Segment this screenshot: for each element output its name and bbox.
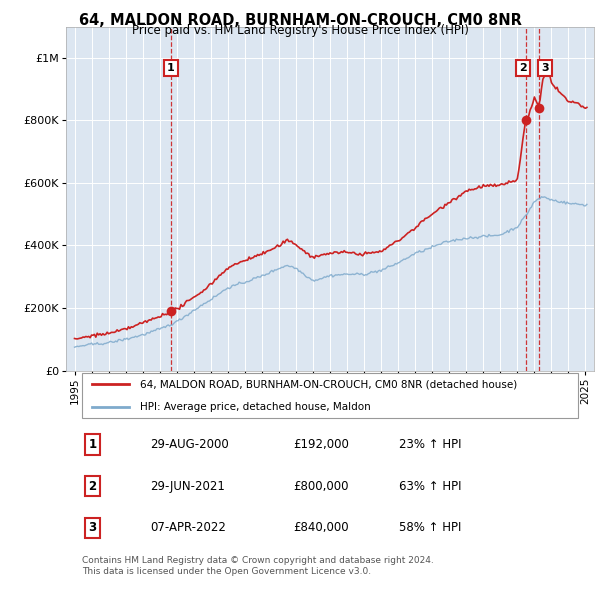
Text: Contains HM Land Registry data © Crown copyright and database right 2024.
This d: Contains HM Land Registry data © Crown c… [82,556,434,576]
Text: 64, MALDON ROAD, BURNHAM-ON-CROUCH, CM0 8NR: 64, MALDON ROAD, BURNHAM-ON-CROUCH, CM0 … [79,13,521,28]
Text: 64, MALDON ROAD, BURNHAM-ON-CROUCH, CM0 8NR (detached house): 64, MALDON ROAD, BURNHAM-ON-CROUCH, CM0 … [140,379,517,389]
Text: 1: 1 [88,438,97,451]
Text: 3: 3 [541,63,549,73]
Text: Price paid vs. HM Land Registry's House Price Index (HPI): Price paid vs. HM Land Registry's House … [131,24,469,37]
Text: 58% ↑ HPI: 58% ↑ HPI [398,522,461,535]
Text: 3: 3 [88,522,97,535]
Text: £800,000: £800,000 [293,480,349,493]
Text: 23% ↑ HPI: 23% ↑ HPI [398,438,461,451]
Text: HPI: Average price, detached house, Maldon: HPI: Average price, detached house, Mald… [140,402,371,412]
Text: 29-JUN-2021: 29-JUN-2021 [151,480,226,493]
Text: 2: 2 [88,480,97,493]
Text: £192,000: £192,000 [293,438,349,451]
Text: 2: 2 [519,63,527,73]
Text: 1: 1 [167,63,175,73]
FancyBboxPatch shape [82,373,578,418]
Text: 29-AUG-2000: 29-AUG-2000 [151,438,229,451]
Text: £840,000: £840,000 [293,522,349,535]
Text: 63% ↑ HPI: 63% ↑ HPI [398,480,461,493]
Text: 07-APR-2022: 07-APR-2022 [151,522,226,535]
